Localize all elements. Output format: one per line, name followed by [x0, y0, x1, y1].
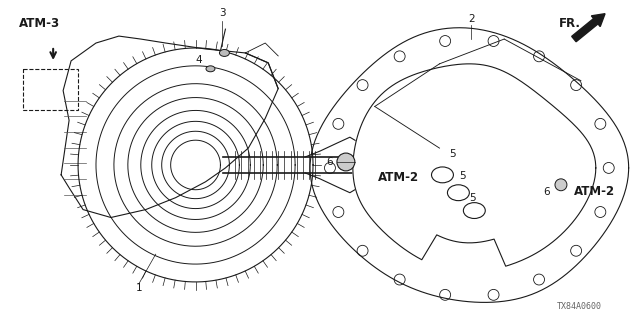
Polygon shape [353, 64, 596, 266]
Text: 5: 5 [469, 193, 476, 203]
Ellipse shape [220, 50, 229, 56]
Text: ATM-2: ATM-2 [574, 185, 615, 198]
Text: 4: 4 [195, 55, 202, 65]
Text: 5: 5 [449, 149, 456, 159]
Text: 6: 6 [326, 157, 333, 167]
Text: ATM-3: ATM-3 [19, 17, 60, 30]
Text: 1: 1 [136, 283, 142, 293]
Text: 6: 6 [544, 187, 550, 197]
Circle shape [555, 179, 567, 191]
Text: ATM-2: ATM-2 [378, 171, 419, 184]
Circle shape [337, 153, 355, 171]
Text: 2: 2 [468, 14, 475, 24]
Ellipse shape [206, 66, 215, 72]
Text: 5: 5 [459, 171, 466, 181]
Text: TX84A0600: TX84A0600 [556, 302, 602, 311]
Text: 3: 3 [219, 8, 226, 18]
Text: FR.: FR. [559, 17, 581, 30]
FancyArrow shape [572, 14, 605, 42]
